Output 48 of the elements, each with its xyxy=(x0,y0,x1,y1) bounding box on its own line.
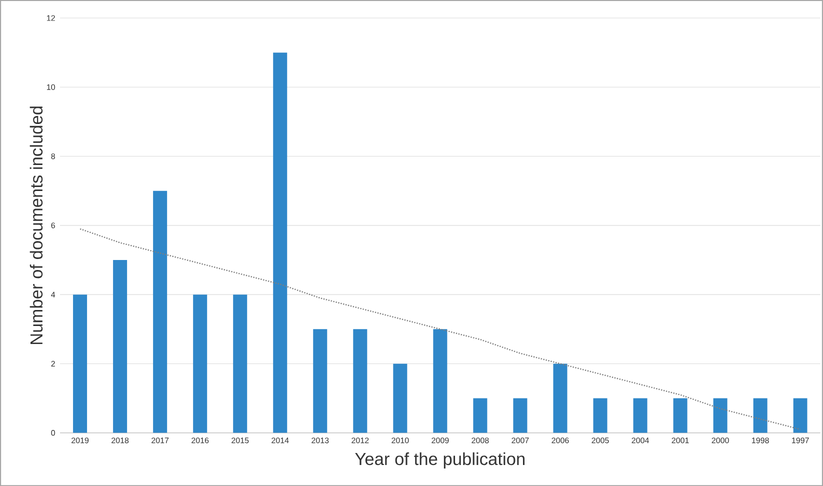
x-axis-title: Year of the publication xyxy=(355,452,524,468)
x-tick-label: 2012 xyxy=(352,437,369,444)
line-series xyxy=(79,228,801,430)
bar xyxy=(553,364,568,433)
y-tick-label: 12 xyxy=(47,15,55,21)
x-tick-label: 2014 xyxy=(272,437,289,444)
y-tick-label: 0 xyxy=(51,430,56,436)
bar xyxy=(593,398,608,433)
x-tick-label: 2006 xyxy=(552,437,569,444)
x-tick-label: 2008 xyxy=(472,437,489,444)
x-tick-label: 2010 xyxy=(392,437,409,444)
bar xyxy=(793,398,808,433)
x-tick-label: 2018 xyxy=(112,437,129,444)
bar xyxy=(673,398,688,433)
x-tick-label: 1998 xyxy=(752,437,769,444)
x-tick-label: 2015 xyxy=(232,437,249,444)
bar xyxy=(713,398,728,433)
x-tick-label: 2007 xyxy=(512,437,529,444)
bar xyxy=(273,52,288,433)
bar xyxy=(433,329,448,433)
y-tick-label: 10 xyxy=(47,84,56,90)
x-tick-label: 2000 xyxy=(712,437,729,444)
bar xyxy=(313,329,328,433)
bar xyxy=(473,398,488,433)
bar xyxy=(193,294,208,433)
x-tick-label: 2004 xyxy=(632,437,649,444)
bar xyxy=(633,398,648,433)
x-tick-label: 1997 xyxy=(792,437,809,444)
y-tick-label: 2 xyxy=(51,360,55,366)
bar xyxy=(353,329,368,433)
bar xyxy=(513,398,528,433)
bar xyxy=(393,364,408,433)
x-tick-label: 2009 xyxy=(432,437,449,444)
y-tick-label: 4 xyxy=(51,292,56,298)
x-tick-label: 2013 xyxy=(312,437,329,444)
bar xyxy=(73,294,88,433)
y-tick-label: 8 xyxy=(51,153,55,160)
x-tick-label: 2005 xyxy=(592,437,609,444)
y-tick-label: 6 xyxy=(51,222,55,228)
bar xyxy=(753,398,768,433)
bar xyxy=(233,294,248,433)
x-tick-label: 2016 xyxy=(192,437,209,444)
y-axis-title: Number of documents included xyxy=(30,106,43,344)
x-tick-label: 2017 xyxy=(152,437,169,444)
x-tick-label: 2019 xyxy=(72,437,89,444)
x-tick-label: 2001 xyxy=(672,437,689,444)
bar xyxy=(113,260,128,433)
bar xyxy=(153,190,168,433)
